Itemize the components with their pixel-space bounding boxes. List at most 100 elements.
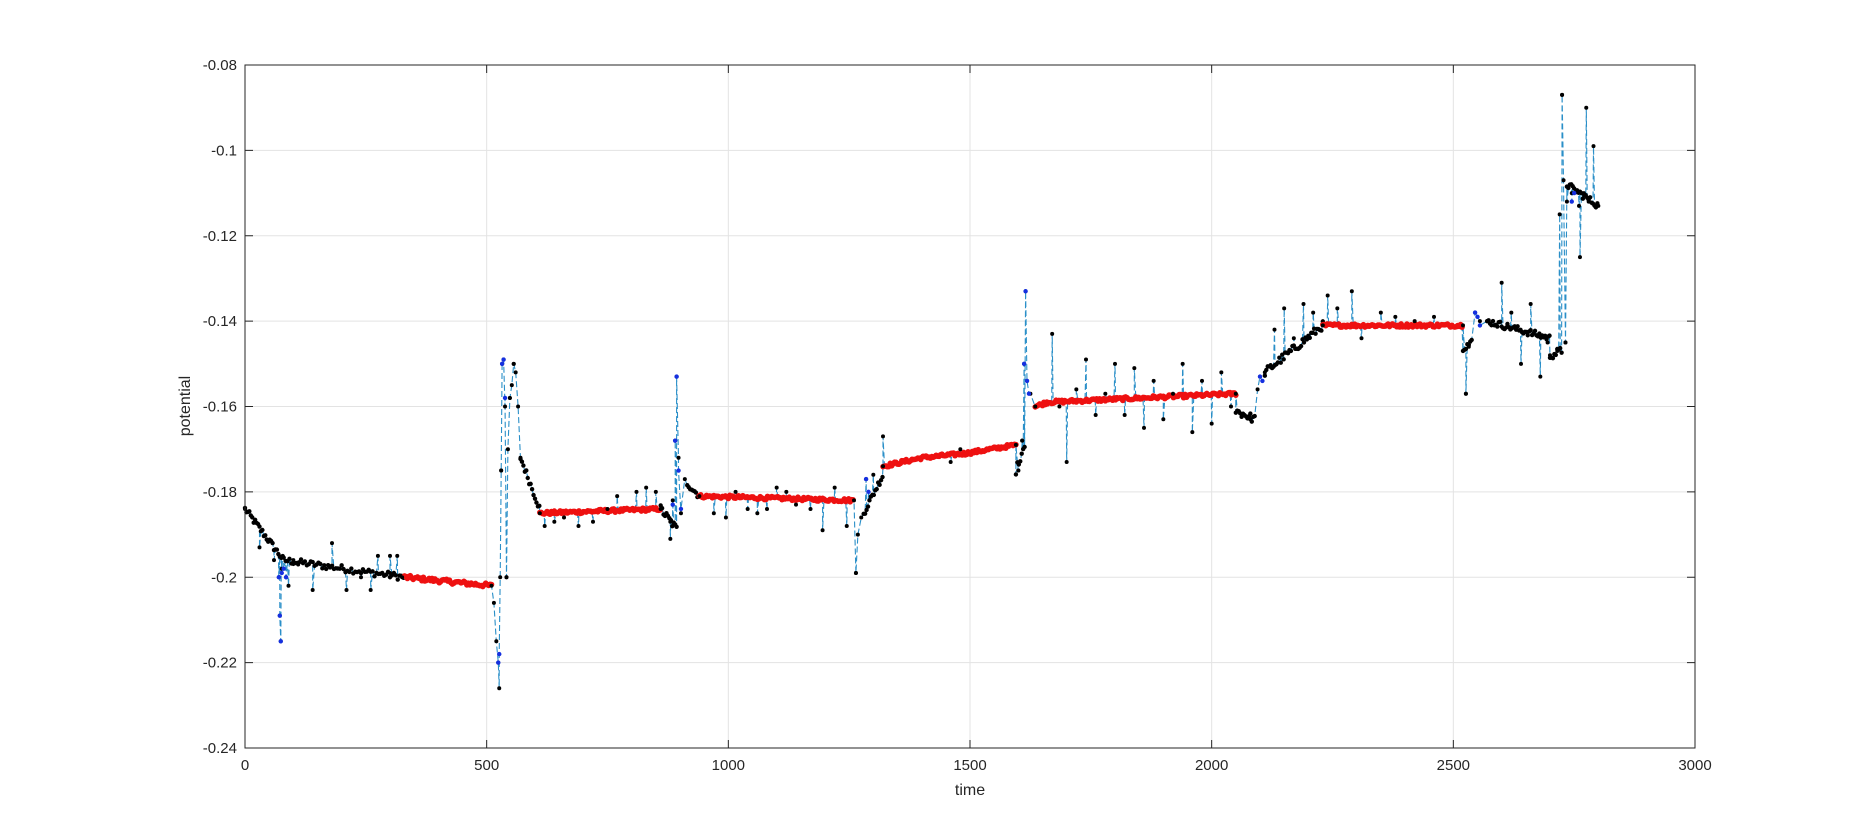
black-point (532, 496, 538, 501)
black-outlier-point (1577, 255, 1582, 260)
blue-point (1023, 289, 1028, 294)
black-point (852, 498, 856, 503)
black-point (1485, 319, 1490, 324)
black-outlier-point (1064, 459, 1069, 464)
black-point (537, 503, 542, 509)
black-point (1252, 413, 1257, 419)
y-tick-label: -0.08 (203, 57, 237, 74)
blue-point (1571, 190, 1577, 196)
black-outlier-point (1591, 144, 1596, 149)
blue-point (499, 361, 505, 367)
black-point (318, 561, 323, 567)
black-point (257, 524, 262, 529)
black-outlier-point (1132, 366, 1137, 371)
black-point (498, 575, 503, 580)
x-tick-label: 0 (241, 757, 249, 774)
black-outlier-point (375, 553, 380, 558)
black-point (1278, 360, 1283, 365)
black-point (1550, 355, 1556, 361)
black-outlier-point (653, 489, 658, 494)
black-outlier-point (504, 575, 509, 580)
black-point (880, 474, 885, 480)
black-point (1525, 333, 1530, 338)
blue-point (863, 476, 869, 482)
black-point (1319, 328, 1324, 333)
black-point (503, 404, 508, 409)
black-outlier-point (1349, 289, 1354, 294)
black-point (247, 509, 252, 514)
black-point (1313, 331, 1318, 336)
black-point (1298, 343, 1304, 349)
black-outlier-point (1219, 370, 1224, 375)
black-outlier-point (820, 528, 825, 533)
blue-point (1472, 310, 1478, 315)
black-outlier-point (723, 515, 728, 520)
x-tick-label: 1000 (712, 757, 745, 774)
black-point (528, 481, 533, 487)
x-tick-label: 2000 (1195, 757, 1228, 774)
black-outlier-point (755, 511, 760, 516)
black-point (1555, 349, 1560, 354)
black-outlier-point (853, 570, 858, 575)
black-point (257, 545, 262, 550)
black-point (395, 577, 400, 582)
blue-point (281, 566, 286, 571)
black-point (509, 383, 514, 388)
black-outlier-point (668, 536, 673, 541)
black-point (1564, 199, 1569, 204)
black-point (534, 500, 539, 505)
black-point (1463, 346, 1469, 352)
black-outlier-point (1180, 361, 1185, 366)
black-outlier-point (576, 524, 581, 529)
black-point (518, 455, 523, 460)
blue-point (1024, 378, 1030, 384)
black-outlier-point (1432, 314, 1436, 319)
black-outlier-point (1161, 417, 1166, 422)
black-point (1532, 328, 1538, 334)
black-point (324, 566, 329, 572)
black-outlier-point (1509, 310, 1514, 315)
black-point (322, 563, 327, 568)
black-point (1307, 335, 1312, 341)
black-point (1557, 212, 1562, 217)
x-tick-label: 3000 (1678, 757, 1711, 774)
black-outlier-point (1142, 425, 1146, 430)
x-tick-label: 500 (474, 757, 499, 774)
blue-point (1569, 199, 1574, 204)
blue-point (670, 502, 675, 507)
black-point (1461, 323, 1465, 328)
black-point (393, 573, 398, 578)
black-point (372, 574, 377, 579)
black-point (877, 482, 882, 488)
black-point (1018, 459, 1023, 464)
black-outlier-point (499, 468, 504, 473)
black-outlier-point (388, 553, 392, 558)
black-point (1528, 328, 1533, 333)
black-outlier-point (832, 485, 837, 490)
black-outlier-point (1209, 421, 1214, 426)
black-point (862, 511, 868, 516)
black-outlier-point (1325, 293, 1330, 298)
black-outlier-point (794, 502, 798, 507)
black-point (1277, 355, 1282, 360)
black-outlier-point (881, 434, 885, 439)
black-outlier-point (765, 506, 769, 511)
black-point (287, 556, 292, 562)
black-outlier-point (1190, 430, 1195, 435)
black-outlier-point (591, 519, 595, 524)
black-outlier-point (1016, 468, 1021, 473)
axis-ticks: 0 500 1000 1500 2000 2500 3000 -0.24 -0.22 -0.2 -0… (203, 57, 1712, 774)
black-outlier-point (1291, 336, 1296, 341)
black-outlier-point (1528, 302, 1533, 307)
y-tick-label: -0.14 (203, 313, 237, 330)
black-outlier-point (395, 553, 400, 558)
black-point (329, 563, 335, 568)
black-point (678, 511, 683, 516)
blue-point (497, 651, 502, 657)
black-point (531, 492, 536, 498)
black-outlier-point (1084, 357, 1088, 362)
black-outlier-point (1020, 438, 1025, 443)
black-outlier-point (1200, 378, 1204, 383)
black-outlier-point (1393, 314, 1398, 319)
black-point (349, 566, 354, 571)
